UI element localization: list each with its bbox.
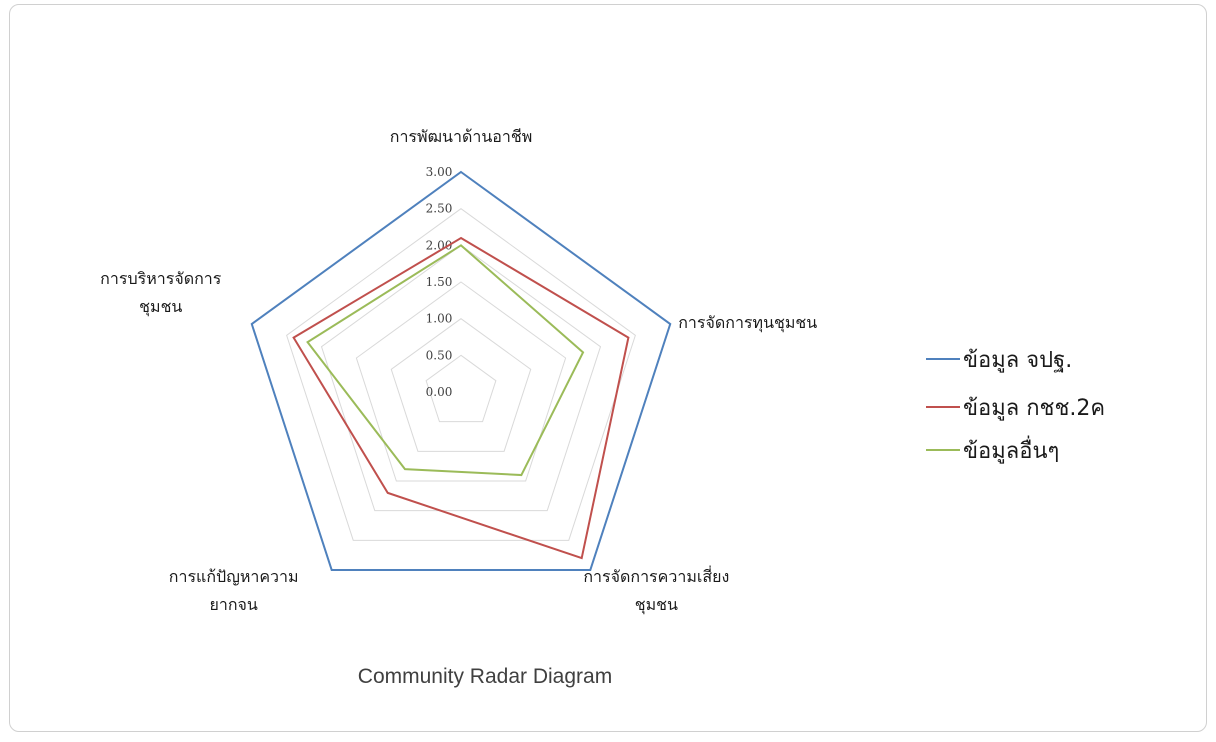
grid-ring xyxy=(355,281,567,482)
axis-label: การจัดการทุนชุมชน xyxy=(678,313,817,333)
tick-label: 0.50 xyxy=(426,348,453,362)
legend-label-series-1: ข้อมูล จปฐ. xyxy=(963,348,1072,373)
tick-label: 2.00 xyxy=(426,238,453,252)
grid-ring xyxy=(425,354,497,423)
axis-label: การบริหารจัดการ xyxy=(100,269,222,288)
tick-label: 1.00 xyxy=(426,312,453,326)
tick-label: 3.00 xyxy=(426,165,453,179)
chart-frame xyxy=(9,4,1207,732)
legend-label-series-3: ข้อมูลอื่นๆ xyxy=(963,435,1059,464)
tick-label: 1.50 xyxy=(426,275,453,289)
grid-ring xyxy=(286,208,636,541)
grid-ring xyxy=(320,244,602,512)
axis-label: ชุมชน xyxy=(139,297,182,317)
grid-ring xyxy=(390,318,532,452)
legend-label-series-2: ข้อมูล กชช.2ค xyxy=(963,396,1105,421)
legend-entry: ข้อมูลอื่นๆ xyxy=(926,435,1059,464)
axis-label: การจัดการความเสี่ยง xyxy=(583,565,729,586)
series-line-3 xyxy=(306,244,585,477)
axis-label: ชุมชน xyxy=(635,595,678,615)
tick-label: 0.00 xyxy=(426,385,453,399)
tick-label: 2.50 xyxy=(426,202,453,216)
axis-labels: การพัฒนาด้านอาชีพการจัดการทุนชุมชนการจัด… xyxy=(100,127,817,615)
series-line-1 xyxy=(250,170,672,571)
axis-label: ยากจน xyxy=(210,595,258,614)
radial-tick-labels: 0.00 0.50 1.00 1.50 2.00 2.50 3.00 xyxy=(426,165,453,399)
radar-series xyxy=(250,170,672,571)
series-line-2 xyxy=(292,236,630,560)
chart-title: Community Radar Diagram xyxy=(358,665,612,688)
axis-label: การแก้ปัญหาความ xyxy=(169,567,299,586)
legend-entry: ข้อมูล กชช.2ค xyxy=(926,396,1105,421)
axis-label: การพัฒนาด้านอาชีพ xyxy=(390,127,533,146)
legend: ข้อมูล จปฐ. ข้อมูล กชช.2ค ข้อมูลอื่นๆ xyxy=(926,348,1105,464)
legend-entry: ข้อมูล จปฐ. xyxy=(926,348,1072,373)
